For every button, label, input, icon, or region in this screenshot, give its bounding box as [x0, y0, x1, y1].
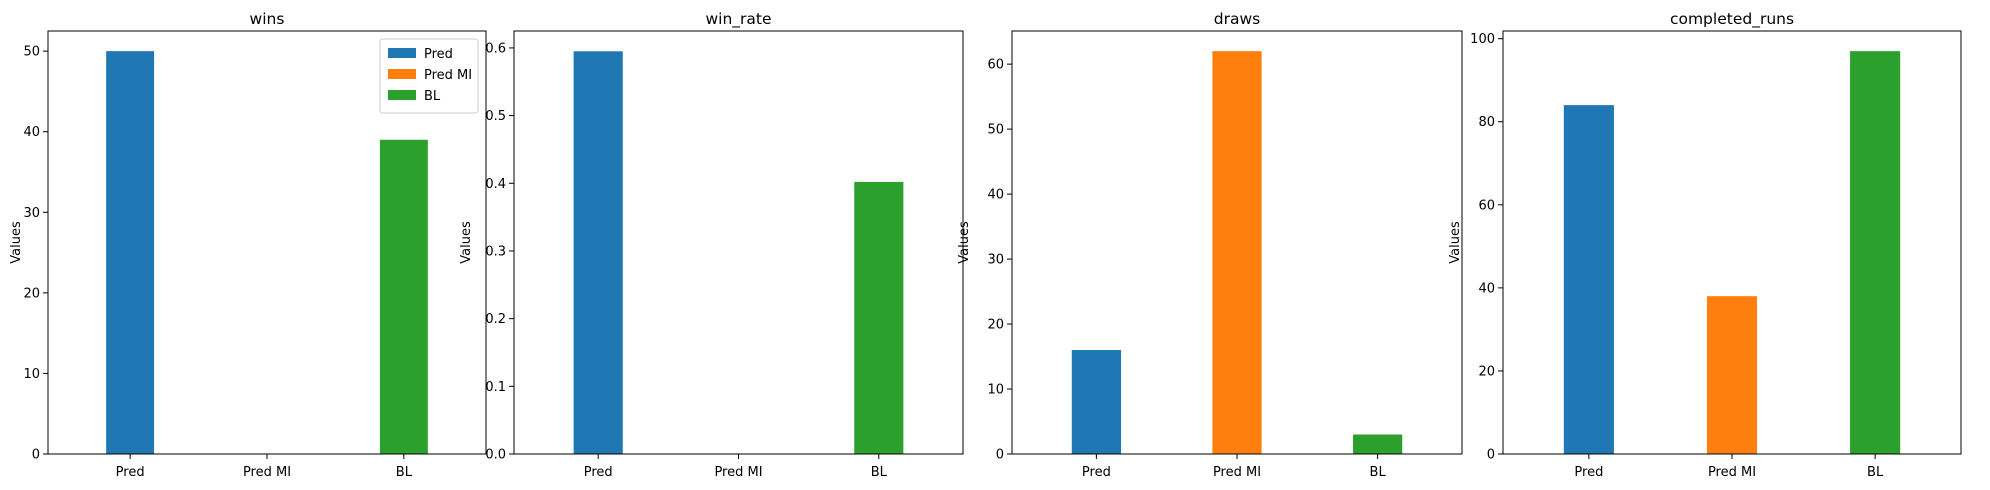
subplot-title: win_rate — [705, 10, 771, 29]
subplot-draws: 0 10 20 30 40 50 60 Pred Pred MI BL draws Values — [957, 10, 1463, 480]
y-tick-label: 40 — [987, 188, 1004, 203]
subplot-title: wins — [250, 10, 285, 28]
y-tick-label: 80 — [1478, 115, 1495, 130]
x-tick-label: BL — [396, 465, 413, 480]
subplot-title: completed_runs — [1670, 10, 1794, 29]
y-tick-label: 0.0 — [485, 448, 506, 463]
legend-swatch-pred — [388, 48, 416, 58]
y-tick-label: 50 — [987, 123, 1004, 138]
y-tick-label: 0.3 — [485, 244, 506, 259]
x-tick-label: Pred MI — [714, 465, 762, 480]
y-tick-label: 0 — [32, 448, 40, 463]
subplot-title: draws — [1214, 10, 1260, 28]
legend-label: BL — [424, 89, 441, 104]
x-tick-label: Pred MI — [1213, 465, 1261, 480]
x-tick-label: Pred — [116, 465, 145, 480]
y-tick-label: 0.5 — [485, 109, 506, 124]
y-tick-label: 20 — [23, 286, 40, 301]
y-axis-label: Values — [957, 221, 972, 264]
x-tick-label: BL — [1867, 465, 1884, 480]
y-tick-label: 0.2 — [485, 312, 506, 327]
bar-pred — [573, 51, 623, 454]
bar-pred — [1563, 105, 1614, 454]
subplot-win-rate: 0.0 0.1 0.2 0.3 0.4 0.5 0.6 Pred Pred MI BL win_ra… — [459, 10, 964, 480]
y-tick-label: 0.6 — [485, 41, 506, 56]
y-axis-label: Values — [9, 221, 24, 264]
subplot-wins: 0 10 20 30 40 50 Pred Pred MI BL wins Values — [9, 10, 487, 480]
legend-swatch-bl — [388, 90, 416, 100]
y-axis-label: Values — [1448, 221, 1463, 264]
x-tick-label: BL — [1370, 465, 1387, 480]
bar-bl — [854, 181, 904, 455]
bar-pred — [106, 51, 155, 455]
y-tick-label: 0.4 — [485, 177, 506, 192]
y-tick-label: 30 — [23, 206, 40, 221]
subplot-completed-runs: 0 20 40 60 80 100 Pred Pred MI BL completed_runs V… — [1448, 10, 1962, 480]
y-tick-label: 30 — [987, 253, 1004, 268]
y-axis-label: Values — [459, 221, 474, 264]
y-tick-label: 20 — [1478, 364, 1495, 379]
y-tick-label: 40 — [23, 125, 40, 140]
x-tick-label: Pred — [584, 465, 613, 480]
bar-bl — [379, 139, 428, 454]
y-tick-label: 20 — [987, 318, 1004, 333]
legend-label: Pred MI — [424, 68, 472, 83]
y-tick-label: 0 — [1487, 448, 1495, 463]
y-tick-label: 0.1 — [485, 380, 506, 395]
x-tick-label: BL — [871, 465, 888, 480]
y-tick-label: 10 — [23, 367, 40, 382]
y-tick-label: 60 — [987, 58, 1004, 73]
x-tick-label: Pred — [1082, 465, 1111, 480]
bar-pred-mi — [1706, 296, 1758, 454]
legend: Pred Pred MI BL — [379, 38, 479, 114]
x-tick-label: Pred MI — [1708, 465, 1756, 480]
y-tick-label: 10 — [987, 383, 1004, 398]
y-tick-label: 40 — [1478, 281, 1495, 296]
bar-pred — [1071, 350, 1121, 454]
y-tick-label: 0 — [996, 448, 1004, 463]
y-tick-label: 100 — [1470, 32, 1495, 47]
legend-swatch-pred-mi — [388, 69, 416, 79]
bar-pred-mi — [1212, 51, 1262, 455]
y-tick-label: 50 — [23, 45, 40, 60]
x-tick-label: Pred — [1574, 465, 1603, 480]
bar-bl — [1353, 434, 1403, 454]
x-tick-label: Pred MI — [243, 465, 291, 480]
bar-bl — [1850, 51, 1901, 455]
legend-label: Pred — [424, 47, 453, 62]
y-tick-label: 60 — [1478, 198, 1495, 213]
